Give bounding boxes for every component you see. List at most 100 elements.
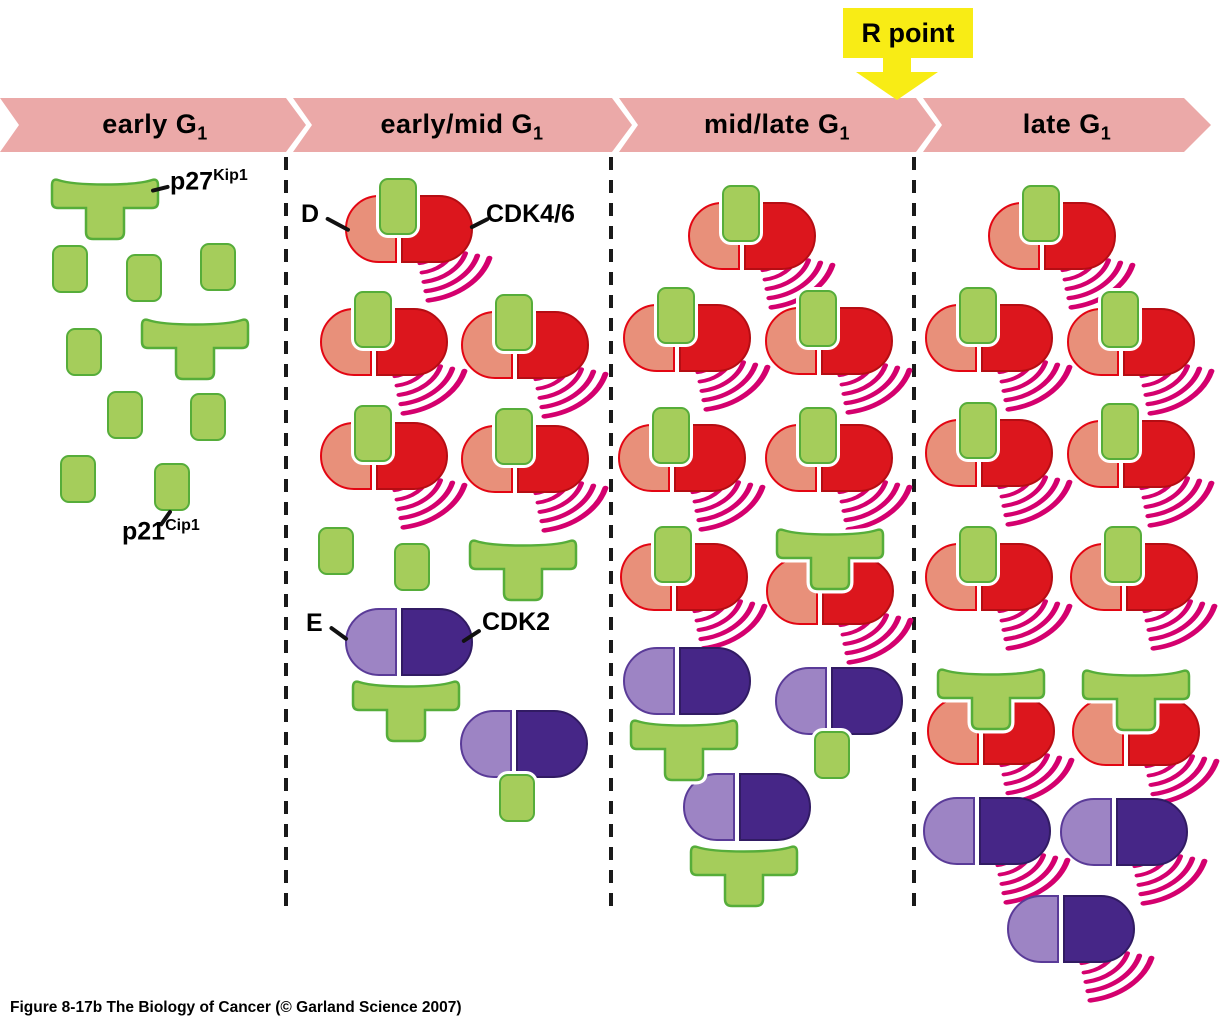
cyclin-d-cdk46-complex: [618, 407, 766, 532]
r-point-label: R point: [843, 8, 973, 58]
figure-caption: Figure 8-17b The Biology of Cancer (© Ga…: [10, 999, 462, 1016]
bound-p21-inhibitor: [657, 287, 695, 344]
cdk2-lobe: [1063, 895, 1135, 963]
cyclin-d-cdk46-complex: [765, 290, 913, 415]
cyclin-e-cdk2-complex: [923, 797, 1071, 905]
p21-inhibitor: [52, 245, 88, 293]
bound-p27-inhibitor: [626, 716, 742, 785]
cyclin-d-cdk46-complex: [1070, 526, 1218, 651]
cyclin-e-lobe: [460, 710, 512, 778]
cyclin-e-cdk2-complex: [345, 608, 473, 746]
p21-inhibitor: [126, 254, 162, 302]
cyclin-d-cdk46-complex: [927, 665, 1075, 805]
cyclin-d-label: D: [301, 200, 319, 229]
p21-inhibitor: [60, 455, 96, 503]
cdk2-label-text: CDK2: [482, 608, 551, 636]
bound-p21-inhibitor: [354, 405, 392, 462]
bound-p21-inhibitor: [814, 731, 850, 779]
cyclin-d-cdk46-complex: [620, 526, 768, 651]
phase-label-text: late G: [1022, 109, 1101, 139]
bound-p21-inhibitor: [379, 178, 417, 235]
p27-inhibitor: [47, 175, 163, 244]
p21-inhibitor: [200, 243, 236, 291]
bound-p27-inhibitor: [1078, 666, 1194, 735]
cyclin-e-cdk2-complex: [1060, 798, 1208, 906]
p21-label-superscript: Cip1: [165, 517, 200, 534]
bound-p21-inhibitor: [1104, 526, 1142, 583]
p27-label-superscript: Kip1: [213, 167, 248, 184]
phase-label-mid-late-g1: mid/late G1: [703, 109, 851, 144]
cdk46-label: CDK4/6: [486, 200, 575, 229]
bound-p27-inhibitor: [348, 677, 464, 746]
cdk2-lobe: [979, 797, 1051, 865]
p27-label: p27Kip1: [170, 167, 248, 196]
column-divider: [912, 157, 916, 907]
cyclin-d-cdk46-complex: [988, 185, 1136, 310]
cyclin-e-lobe: [345, 608, 397, 676]
phase-banner: [0, 98, 1211, 152]
cyclin-d-cdk46-complex: [1072, 666, 1220, 806]
bound-p27-inhibitor: [772, 525, 888, 594]
bound-p21-inhibitor: [1101, 291, 1139, 348]
cyclin-d-cdk46-complex: [765, 407, 913, 532]
column-divider: [609, 157, 613, 907]
cyclin-e-cdk2-complex: [1007, 895, 1155, 1003]
cdk2-lobe: [739, 773, 811, 841]
p27-inhibitor: [137, 315, 253, 384]
p27-label-text: p27: [170, 167, 214, 196]
cyclin-d-cdk46-complex: [1067, 291, 1215, 416]
cyclin-d-cdk46-complex: [766, 525, 914, 665]
bound-p21-inhibitor: [354, 291, 392, 348]
p21-inhibitor: [318, 527, 354, 575]
phase-banner-segment-early-mid-g1: [293, 98, 632, 152]
cyclin-e-lobe: [923, 797, 975, 865]
kinase-activity-arcs-icon: [997, 355, 1073, 412]
cyclin-d-cdk46-complex: [320, 405, 468, 530]
phase-label-text: mid/late G: [703, 109, 840, 139]
phase-label-text: early/mid G: [380, 109, 534, 139]
cdk46-label-text: CDK4/6: [486, 200, 575, 228]
bound-p27-inhibitor: [933, 665, 1049, 734]
phase-label-subscript: 1: [839, 123, 851, 144]
phase-label-text: early G: [102, 109, 198, 139]
cyclin-d-cdk46-complex: [461, 294, 609, 419]
bound-p21-inhibitor: [654, 526, 692, 583]
cyclin-d-cdk46-complex: [345, 178, 493, 303]
bound-p21-inhibitor: [495, 408, 533, 465]
p21-label: p21Cip1: [122, 517, 200, 546]
kinase-activity-arcs-icon: [997, 470, 1073, 527]
p21-inhibitor: [190, 393, 226, 441]
phase-label-subscript: 1: [533, 123, 544, 144]
bound-p21-inhibitor: [799, 407, 837, 464]
phase-banner-segment-early-g1: [0, 98, 306, 152]
phase-label-subscript: 1: [1100, 123, 1112, 144]
bound-p21-inhibitor: [959, 287, 997, 344]
column-divider: [284, 157, 288, 907]
bound-p21-inhibitor: [499, 774, 535, 822]
phase-banner-segment-mid-late-g1: [619, 98, 936, 152]
bound-p21-inhibitor: [652, 407, 690, 464]
p21-inhibitor: [154, 463, 190, 511]
p21-inhibitor: [66, 328, 102, 376]
cyclin-e-label-text: E: [306, 609, 323, 637]
p21-inhibitor: [107, 391, 143, 439]
cyclin-d-cdk46-complex: [320, 291, 468, 416]
cdk2-lobe: [831, 667, 903, 735]
bound-p27-inhibitor: [686, 842, 802, 911]
cyclin-d-cdk46-complex: [925, 526, 1073, 651]
bound-p21-inhibitor: [1022, 185, 1060, 242]
cdk2-label: CDK2: [482, 608, 550, 637]
phase-label-subscript: 1: [197, 123, 208, 144]
bound-p21-inhibitor: [722, 185, 760, 242]
phase-label-late-g1: late G1: [1022, 109, 1112, 144]
cdk2-lobe: [516, 710, 588, 778]
cyclin-e-cdk2-complex: [683, 773, 811, 911]
bound-p21-inhibitor: [495, 294, 533, 351]
cyclin-e-cdk2-complex: [623, 647, 751, 785]
cyclin-e-cdk2-complex: [460, 710, 588, 822]
cyclin-e-label: E: [306, 609, 323, 638]
cyclin-e-lobe: [1060, 798, 1112, 866]
phase-label-early-g1: early G1: [102, 109, 208, 144]
cdk2-lobe: [1116, 798, 1188, 866]
